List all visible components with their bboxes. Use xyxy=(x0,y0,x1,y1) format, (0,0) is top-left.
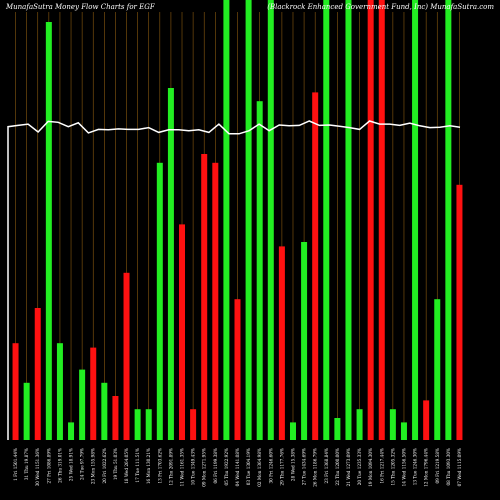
x-tick-label: 19 Mon 1094.30% xyxy=(368,448,373,487)
x-tick-label: 03 Tue 1304.19% xyxy=(246,448,251,485)
bar-up xyxy=(23,382,30,440)
x-tick-label: 26 Thu 319.01% xyxy=(57,448,62,483)
bar-up xyxy=(389,409,396,440)
x-tick-label: 14 Wed 1156.50% xyxy=(401,448,406,486)
x-tick-label: 23 Fri 1368.84% xyxy=(324,448,329,484)
bar-down xyxy=(367,0,374,440)
bar-up xyxy=(56,343,63,440)
x-tick-label: 30 Fri 1246.60% xyxy=(268,448,273,484)
x-tick-label: 13 Fri 1703.62% xyxy=(157,448,162,484)
bar-up xyxy=(412,0,419,440)
x-tick-label: 12 Thu 2091.89% xyxy=(168,448,173,485)
bar-up xyxy=(289,422,296,440)
bar-up xyxy=(256,101,263,440)
bar-up xyxy=(79,369,86,440)
bar-down xyxy=(90,347,97,440)
x-tick-label: 15 Thu 1205.32% xyxy=(390,448,395,485)
x-tick-label: 24 Tue 97.79% xyxy=(80,448,85,480)
x-tick-label: 07 Wed 1115.09% xyxy=(457,448,462,486)
x-tick-label: 29 Thu 1177.76% xyxy=(279,448,284,485)
x-tick-label: 09 Fri 1219.58% xyxy=(435,448,440,484)
bar-down xyxy=(378,0,385,440)
x-tick-label: 13 Tue 1246.30% xyxy=(413,448,418,485)
bar-up xyxy=(223,0,230,440)
x-tick-label: 04 Wed 1141.08% xyxy=(235,448,240,486)
bar-down xyxy=(112,396,119,440)
bar-down xyxy=(278,246,285,440)
bar-up xyxy=(167,88,174,440)
x-tick-label: 27 Fri 1086.89% xyxy=(46,448,51,484)
bar-down xyxy=(456,184,463,440)
x-tick-label: 25 Wed 18.91% xyxy=(69,448,74,481)
x-tick-labels: 1 Fri 1501.44% 31 Thu 19.87% 30 Wed 1151.3… xyxy=(13,448,462,487)
x-tick-label: 16 Fri 1217.44% xyxy=(379,448,384,484)
bar-down xyxy=(234,299,241,440)
bar-up xyxy=(301,242,308,440)
x-tick-label: 19 Thu 51.03% xyxy=(113,448,118,480)
x-tick-label: 22 Thu 1200.00% xyxy=(335,448,340,485)
price-line xyxy=(7,120,461,440)
x-tick-label: 05 Thu 1922.92% xyxy=(224,448,229,485)
bar-down xyxy=(212,162,219,441)
bar-up xyxy=(145,409,152,440)
bar-down xyxy=(123,272,130,440)
x-tick-label: 31 Thu 19.87% xyxy=(24,448,29,480)
x-tick-label: 26 Mon 1186.79% xyxy=(313,448,318,487)
x-tick-label: 30 Wed 1151.36% xyxy=(35,448,40,486)
x-tick-label: 27 Tue 1434.69% xyxy=(302,448,307,485)
bar-down xyxy=(190,409,197,440)
bar-up xyxy=(267,0,274,440)
chart-subtitle: (Blackrock Enhanced Government Fund, Inc… xyxy=(267,3,494,11)
x-tick-label: 10 Tue 1349.43% xyxy=(191,448,196,485)
bar-up xyxy=(68,422,75,440)
bars xyxy=(12,0,463,441)
x-tick-label: 02 Mon 1364.98% xyxy=(257,448,262,487)
bar-down xyxy=(179,224,186,440)
x-tick-label: 20 Fri 1022.62% xyxy=(102,448,107,484)
bar-down xyxy=(12,343,19,440)
bar-up xyxy=(245,0,252,440)
bar-up xyxy=(323,0,330,440)
bar-down xyxy=(201,154,208,440)
x-tick-label: 12 Mon 1796.44% xyxy=(424,448,429,487)
chart-title: MunafaSutra Money Flow Charts for EGF xyxy=(5,3,156,11)
x-tick-label: 21 Wed 1273.09% xyxy=(346,448,351,486)
bar-up xyxy=(356,409,363,440)
bar-down xyxy=(312,92,319,441)
bar-up xyxy=(334,418,341,440)
bar-up xyxy=(400,422,407,440)
bar-up xyxy=(101,382,108,440)
x-tick-label: 28 Wed 15.38% xyxy=(290,448,295,481)
bar-down xyxy=(34,308,41,440)
x-tick-label: 23 Mon 155.98% xyxy=(91,448,96,484)
bar-down xyxy=(423,400,430,440)
bar-up xyxy=(434,299,441,440)
x-tick-label: 09 Mon 1271.95% xyxy=(202,448,207,487)
x-tick-label: 08 Thu 1093.30% xyxy=(446,448,451,485)
bar-up xyxy=(445,0,452,440)
x-tick-label: 18 Wed 264.05% xyxy=(124,448,129,484)
bar-up xyxy=(345,0,352,440)
x-tick-label: 11 Wed 1161.35% xyxy=(180,448,185,486)
x-tick-label: 1 Fri 1501.44% xyxy=(13,448,18,481)
bar-up xyxy=(45,22,52,440)
x-tick-label: 06 Fri 1199.38% xyxy=(213,448,218,484)
x-tick-label: 20 Tue 1235.33% xyxy=(357,448,362,485)
x-tick-label: 16 Mon 130.21% xyxy=(146,448,151,484)
bar-up xyxy=(134,409,141,440)
bar-up xyxy=(156,162,163,441)
x-tick-label: 17 Tue 111.51% xyxy=(135,448,140,483)
